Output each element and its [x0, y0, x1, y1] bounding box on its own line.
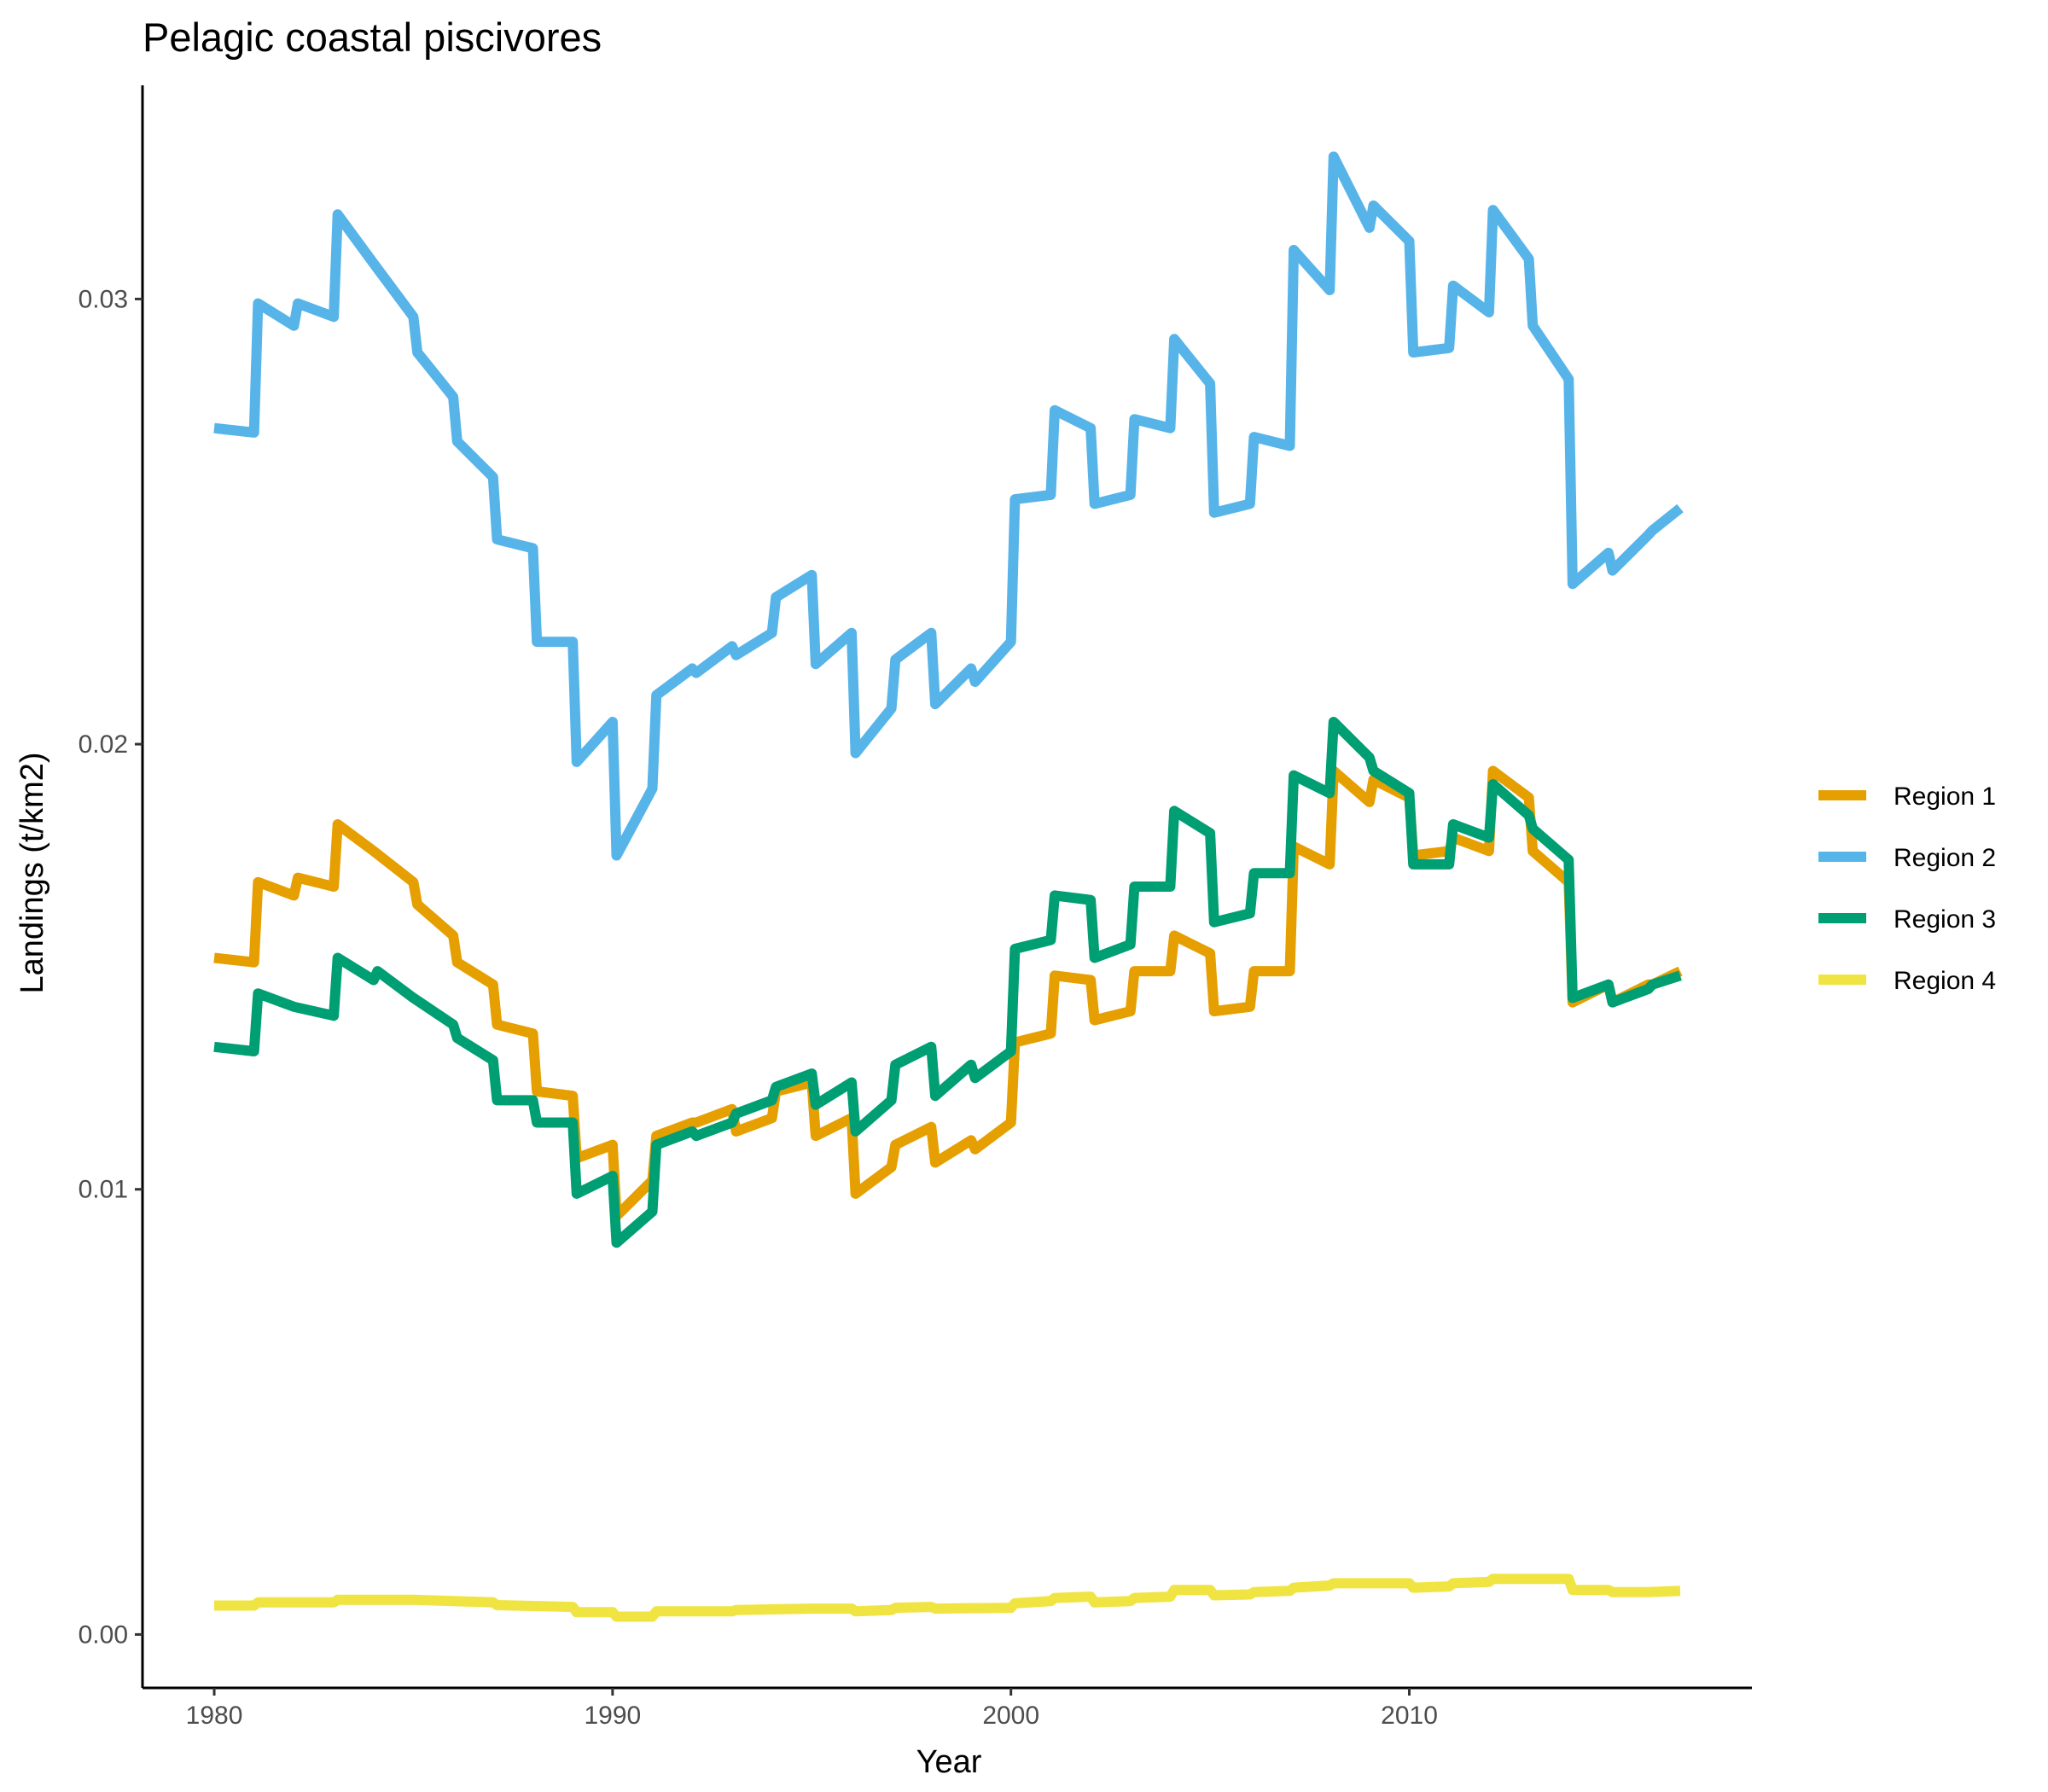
x-tick-label: 1990 [584, 1702, 641, 1730]
x-tick-label: 1980 [186, 1702, 243, 1730]
y-axis: 0.00 0.01 0.02 0.03 [79, 85, 144, 1688]
series-line-region-4 [214, 1574, 1681, 1622]
legend-label-region-4: Region 4 [1894, 967, 1996, 995]
y-tick-label: 0.01 [79, 1176, 128, 1204]
legend-label-region-1: Region 1 [1894, 783, 1996, 811]
series-line-region-2 [213, 151, 1684, 861]
x-tick-label: 2000 [982, 1702, 1039, 1730]
legend-label-region-2: Region 2 [1894, 844, 1996, 872]
y-tick-label: 0.03 [79, 285, 128, 313]
series-line-region-1 [213, 765, 1683, 1221]
y-tick-label: 0.02 [79, 730, 128, 759]
legend: Region 1 Region 2 Region 3 Region 4 [1818, 783, 1996, 995]
chart-title: Pelagic coastal piscivores [143, 15, 602, 60]
series-line-region-3 [213, 717, 1682, 1248]
x-axis: 1980 1990 2000 2010 [143, 1686, 1752, 1730]
plot-area [213, 151, 1684, 1622]
x-axis-title: Year [916, 1744, 982, 1780]
x-tick-label: 2010 [1381, 1702, 1438, 1730]
y-axis-title: Landings (t/km2) [15, 752, 50, 993]
legend-label-region-3: Region 3 [1894, 905, 1996, 934]
y-tick-label: 0.00 [79, 1620, 128, 1649]
